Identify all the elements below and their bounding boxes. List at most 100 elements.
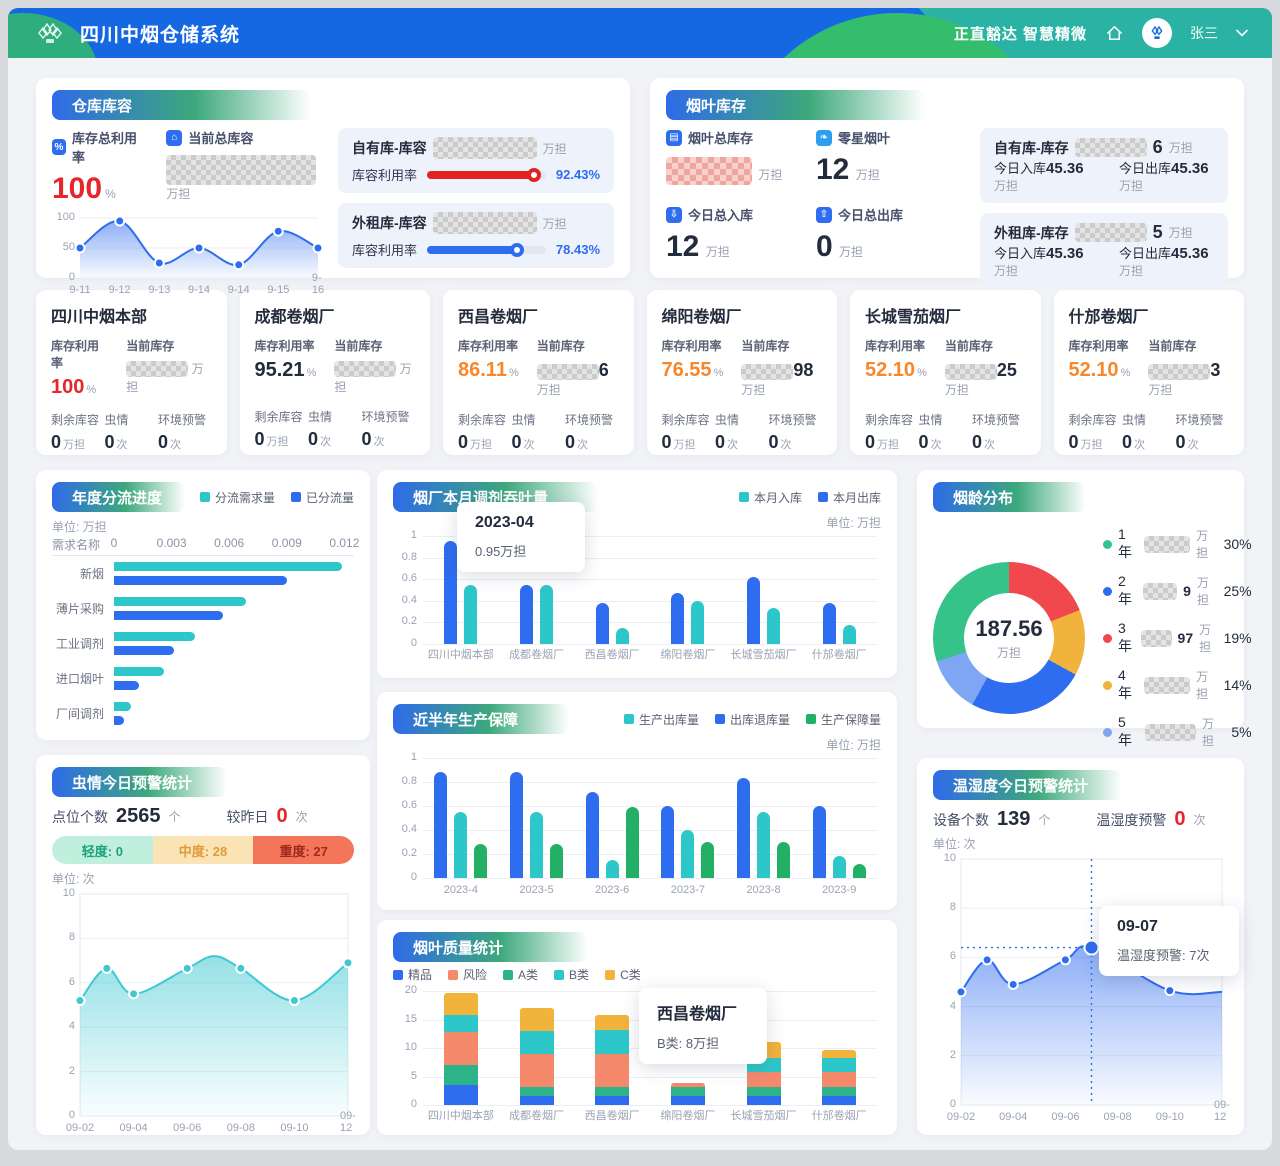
legend-item[interactable]: 精品 xyxy=(393,966,432,983)
x-axis-label: 绵阳卷烟厂 xyxy=(660,1110,716,1122)
capacity-trend-chart: 0 50 100 9-11 9-12 9-13 9-14 9-14 9-15 9-16 xyxy=(52,210,324,296)
donut-legend-item[interactable]: 2年 9 万担 25% xyxy=(1103,573,1252,609)
tobacco-age-title: 烟龄分布 xyxy=(933,482,1087,512)
bar xyxy=(114,667,164,676)
leaf-stat[interactable]: ⇩ 今日总入库 12 万担 xyxy=(666,205,816,268)
home-icon[interactable] xyxy=(1105,24,1124,43)
legend-item[interactable]: 本月出库 xyxy=(817,489,881,506)
x-axis-label: 9-11 xyxy=(69,284,91,296)
hbar-row: 厂间调剂 xyxy=(52,696,354,731)
bar xyxy=(737,778,751,878)
x-axis-label: 09-04 xyxy=(119,1122,148,1134)
app-title: 四川中烟仓储系统 xyxy=(80,24,241,46)
stat-value: 12 万担 xyxy=(816,153,880,186)
bar xyxy=(114,681,139,690)
factory-utilization: 库存利用率 76.55% xyxy=(661,339,724,381)
factory-current-stock: 当前库存 3 万担 xyxy=(1148,339,1221,397)
legend-item[interactable]: 生产出库量 xyxy=(623,711,699,728)
bar xyxy=(832,856,846,878)
pest-trend-chart: 0 2 4 6 8 10 09-02 09-04 09-06 09-08 09-10 09-12 xyxy=(52,886,356,1134)
masked-value xyxy=(1074,223,1147,242)
factory-env-warnings: 环境预警 0 次 xyxy=(158,413,207,452)
leaf-stat[interactable]: ▤ 烟叶总库存 万担 xyxy=(666,128,816,191)
factory-card: 西昌卷烟厂 库存利用率 86.11% 当前库存 6 万担 剩余库容 0 万担 虫情 0 次 环境预警 0… xyxy=(443,290,634,455)
legend-label: 出库退库量 xyxy=(729,712,790,727)
axis-tick: 0.012 xyxy=(329,536,360,550)
production-guarantee-title: 近半年生产保障 xyxy=(393,704,569,734)
stack-segment xyxy=(595,1096,630,1105)
factory-name: 西昌卷烟厂 xyxy=(458,309,539,326)
stacked-bar xyxy=(670,991,705,1105)
severity-pill[interactable]: 中度: 28 xyxy=(152,836,254,864)
x-axis-label: 长城雪茄烟厂 xyxy=(730,649,797,661)
stack-segment xyxy=(519,1053,554,1087)
leaf-stat[interactable]: ❧ 零星烟叶 12 万担 xyxy=(816,128,966,191)
stat-label-text: 今日总出库 xyxy=(838,208,904,223)
bar-group xyxy=(423,991,499,1105)
unit-note: 单位: 次 xyxy=(933,837,976,851)
legend-label: 本月入库 xyxy=(753,490,802,505)
unit-note: 单位: 次 xyxy=(52,872,95,886)
avatar[interactable] xyxy=(1142,18,1172,48)
bar xyxy=(585,791,599,878)
stat-unit: 万担 xyxy=(702,245,730,259)
bar-group xyxy=(801,536,877,644)
legend-item[interactable]: 已分流量 xyxy=(290,489,354,506)
factory-name: 什邡卷烟厂 xyxy=(1068,309,1149,326)
annual-diversion-title: 年度分流进度 xyxy=(52,482,185,512)
legend-item[interactable]: 生产保障量 xyxy=(805,711,881,728)
severity-pill[interactable]: 轻度: 0 xyxy=(52,836,153,864)
legend-label: 已分流量 xyxy=(305,490,354,505)
pest-panel-title: 虫情今日预警统计 xyxy=(52,767,228,797)
factory-name: 绵阳卷烟厂 xyxy=(661,309,742,326)
legend-swatch xyxy=(714,714,725,724)
category-label: 薄片采购 xyxy=(55,602,104,616)
bar-group xyxy=(650,536,726,644)
legend-percent: 30% xyxy=(1223,536,1252,552)
bar xyxy=(822,602,836,644)
factory-utilization: 库存利用率 52.10% xyxy=(865,339,927,381)
legend-swatch xyxy=(503,969,514,980)
donut-legend-item[interactable]: 3年 97 万担 19% xyxy=(1103,620,1252,656)
bar-group xyxy=(801,758,877,878)
legend-label: 2年 xyxy=(1118,573,1132,607)
y-axis-label: 15 xyxy=(404,1012,417,1025)
stat-label-text: 零星烟叶 xyxy=(838,131,891,146)
leaf-stat[interactable]: ⇧ 今日总出库 0 万担 xyxy=(816,205,966,268)
y-axis-label: 4 xyxy=(949,999,956,1012)
stack-segment xyxy=(746,1086,781,1097)
factory-pest-count: 虫情 0 次 xyxy=(104,413,129,452)
legend-swatch xyxy=(290,492,301,502)
bar-group xyxy=(726,536,802,644)
donut-legend-item[interactable]: 4年 万担 14% xyxy=(1103,667,1252,703)
legend-item[interactable]: B类 xyxy=(554,966,589,983)
y-axis-label: 0 xyxy=(410,637,417,649)
rented-warehouse-inventory: 外租库-库存 5 万担 今日入库45.36万担 今日出库45.36万担 xyxy=(980,213,1228,288)
donut-legend-item[interactable]: 5年 万担 5% xyxy=(1103,714,1252,750)
chart-tooltip: 西昌卷烟厂 B类: 8万担 xyxy=(639,988,767,1064)
y-axis-label: 1 xyxy=(410,529,417,541)
app-logo-icon xyxy=(32,15,68,51)
chart-tooltip: 09-07 温湿度预警: 7次 xyxy=(1099,906,1239,976)
legend-item[interactable]: 分流需求量 xyxy=(199,489,275,506)
stack-segment xyxy=(822,1057,857,1072)
legend-item[interactable]: 本月入库 xyxy=(738,489,802,506)
legend-item[interactable]: 风险 xyxy=(448,966,487,983)
x-axis-label: 西昌卷烟厂 xyxy=(584,649,640,661)
chevron-down-icon[interactable] xyxy=(1236,24,1248,42)
stack-segment xyxy=(822,1096,857,1105)
gridline xyxy=(423,644,877,645)
stack-segment xyxy=(443,1065,478,1086)
stat-unit: 万担 xyxy=(755,168,783,182)
dashboard-main: 仓库库容 % 库存总利用率 100% ⌂ 当前总库容 万担 xyxy=(8,58,1272,1150)
donut-legend-item[interactable]: 1年 万担 30% xyxy=(1103,526,1252,562)
stack-segment xyxy=(595,1086,630,1097)
legend-item[interactable]: 出库退库量 xyxy=(714,711,790,728)
severity-pill[interactable]: 重度: 27 xyxy=(253,836,354,864)
legend-item[interactable]: C类 xyxy=(605,966,641,983)
bar xyxy=(842,624,856,644)
legend-label: 3年 xyxy=(1118,620,1132,654)
legend-item[interactable]: A类 xyxy=(503,966,538,983)
username[interactable]: 张三 xyxy=(1190,25,1218,41)
axis-tick: 0 xyxy=(110,536,118,550)
